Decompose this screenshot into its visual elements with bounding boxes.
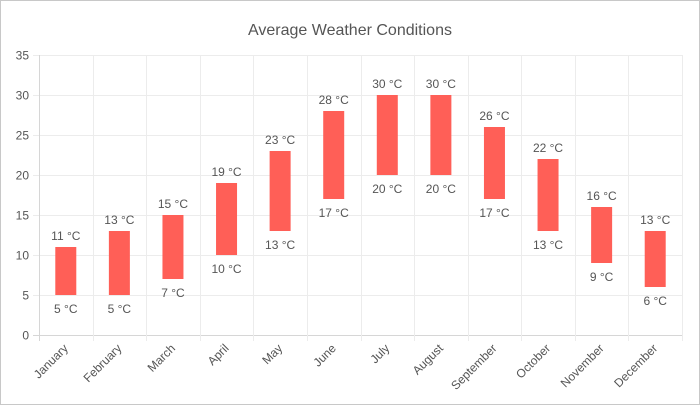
- max-data-label: 30 °C: [426, 77, 456, 91]
- range-bar: [323, 111, 345, 199]
- range-bar: [591, 207, 613, 263]
- min-data-label: 5 °C: [54, 302, 78, 316]
- max-data-label: 28 °C: [319, 93, 349, 107]
- min-data-label: 17 °C: [479, 206, 509, 220]
- x-tick-label: April: [205, 341, 232, 368]
- max-data-label: 23 °C: [265, 133, 295, 147]
- x-tick-label: December: [611, 341, 660, 390]
- x-tick-label: March: [145, 341, 178, 374]
- min-data-label: 20 °C: [372, 182, 402, 196]
- max-data-label: 16 °C: [587, 189, 617, 203]
- min-data-label: 9 °C: [590, 270, 614, 284]
- x-tick-label: February: [81, 341, 125, 385]
- x-tick-label: August: [410, 341, 447, 378]
- min-data-label: 10 °C: [211, 262, 241, 276]
- x-tick-label: January: [31, 341, 71, 381]
- range-bar: [537, 159, 559, 231]
- min-data-label: 13 °C: [533, 238, 563, 252]
- y-tick-label: 30: [16, 89, 30, 103]
- min-data-label: 20 °C: [426, 182, 456, 196]
- bar-layer: [55, 95, 666, 295]
- x-tick-label: May: [259, 341, 285, 367]
- min-data-label: 13 °C: [265, 238, 295, 252]
- y-tick-label: 35: [16, 49, 30, 63]
- x-tick-label: June: [311, 341, 340, 370]
- x-tick-label: September: [448, 341, 499, 392]
- max-data-label: 26 °C: [479, 109, 509, 123]
- max-data-label: 19 °C: [211, 165, 241, 179]
- range-bar: [644, 231, 666, 287]
- chart-title: Average Weather Conditions: [248, 22, 452, 39]
- range-bar: [55, 247, 77, 295]
- range-bar: [430, 95, 452, 175]
- max-data-label: 15 °C: [158, 197, 188, 211]
- x-tick-label: October: [513, 341, 553, 381]
- min-data-label: 6 °C: [643, 294, 667, 308]
- max-data-label: 11 °C: [51, 229, 81, 243]
- max-data-label: 30 °C: [372, 77, 402, 91]
- x-tick-label: July: [367, 341, 392, 366]
- y-tick-label: 20: [16, 169, 30, 183]
- y-tick-label: 5: [22, 289, 29, 303]
- min-data-label: 17 °C: [319, 206, 349, 220]
- min-data-label: 7 °C: [161, 286, 185, 300]
- label-layer: 11 °C 5 °C 13 °C 5 °C 15 °C 7 °C 19 °C 10 °C 23 …: [51, 77, 670, 316]
- max-data-label: 13 °C: [104, 213, 134, 227]
- y-tick-label: 10: [16, 249, 30, 263]
- range-bar: [108, 231, 130, 295]
- y-tick-label: 15: [16, 209, 30, 223]
- range-bar: [483, 127, 505, 199]
- range-bar: [162, 215, 184, 279]
- y-tick-label: 0: [22, 329, 29, 343]
- min-data-label: 5 °C: [108, 302, 132, 316]
- range-bar: [216, 183, 238, 255]
- y-tick-label: 25: [16, 129, 30, 143]
- grid-layer: [33, 55, 683, 341]
- range-bar: [376, 95, 398, 175]
- x-tick-label: November: [558, 341, 607, 390]
- max-data-label: 13 °C: [640, 213, 670, 227]
- range-bar: [269, 151, 291, 231]
- max-data-label: 22 °C: [533, 141, 563, 155]
